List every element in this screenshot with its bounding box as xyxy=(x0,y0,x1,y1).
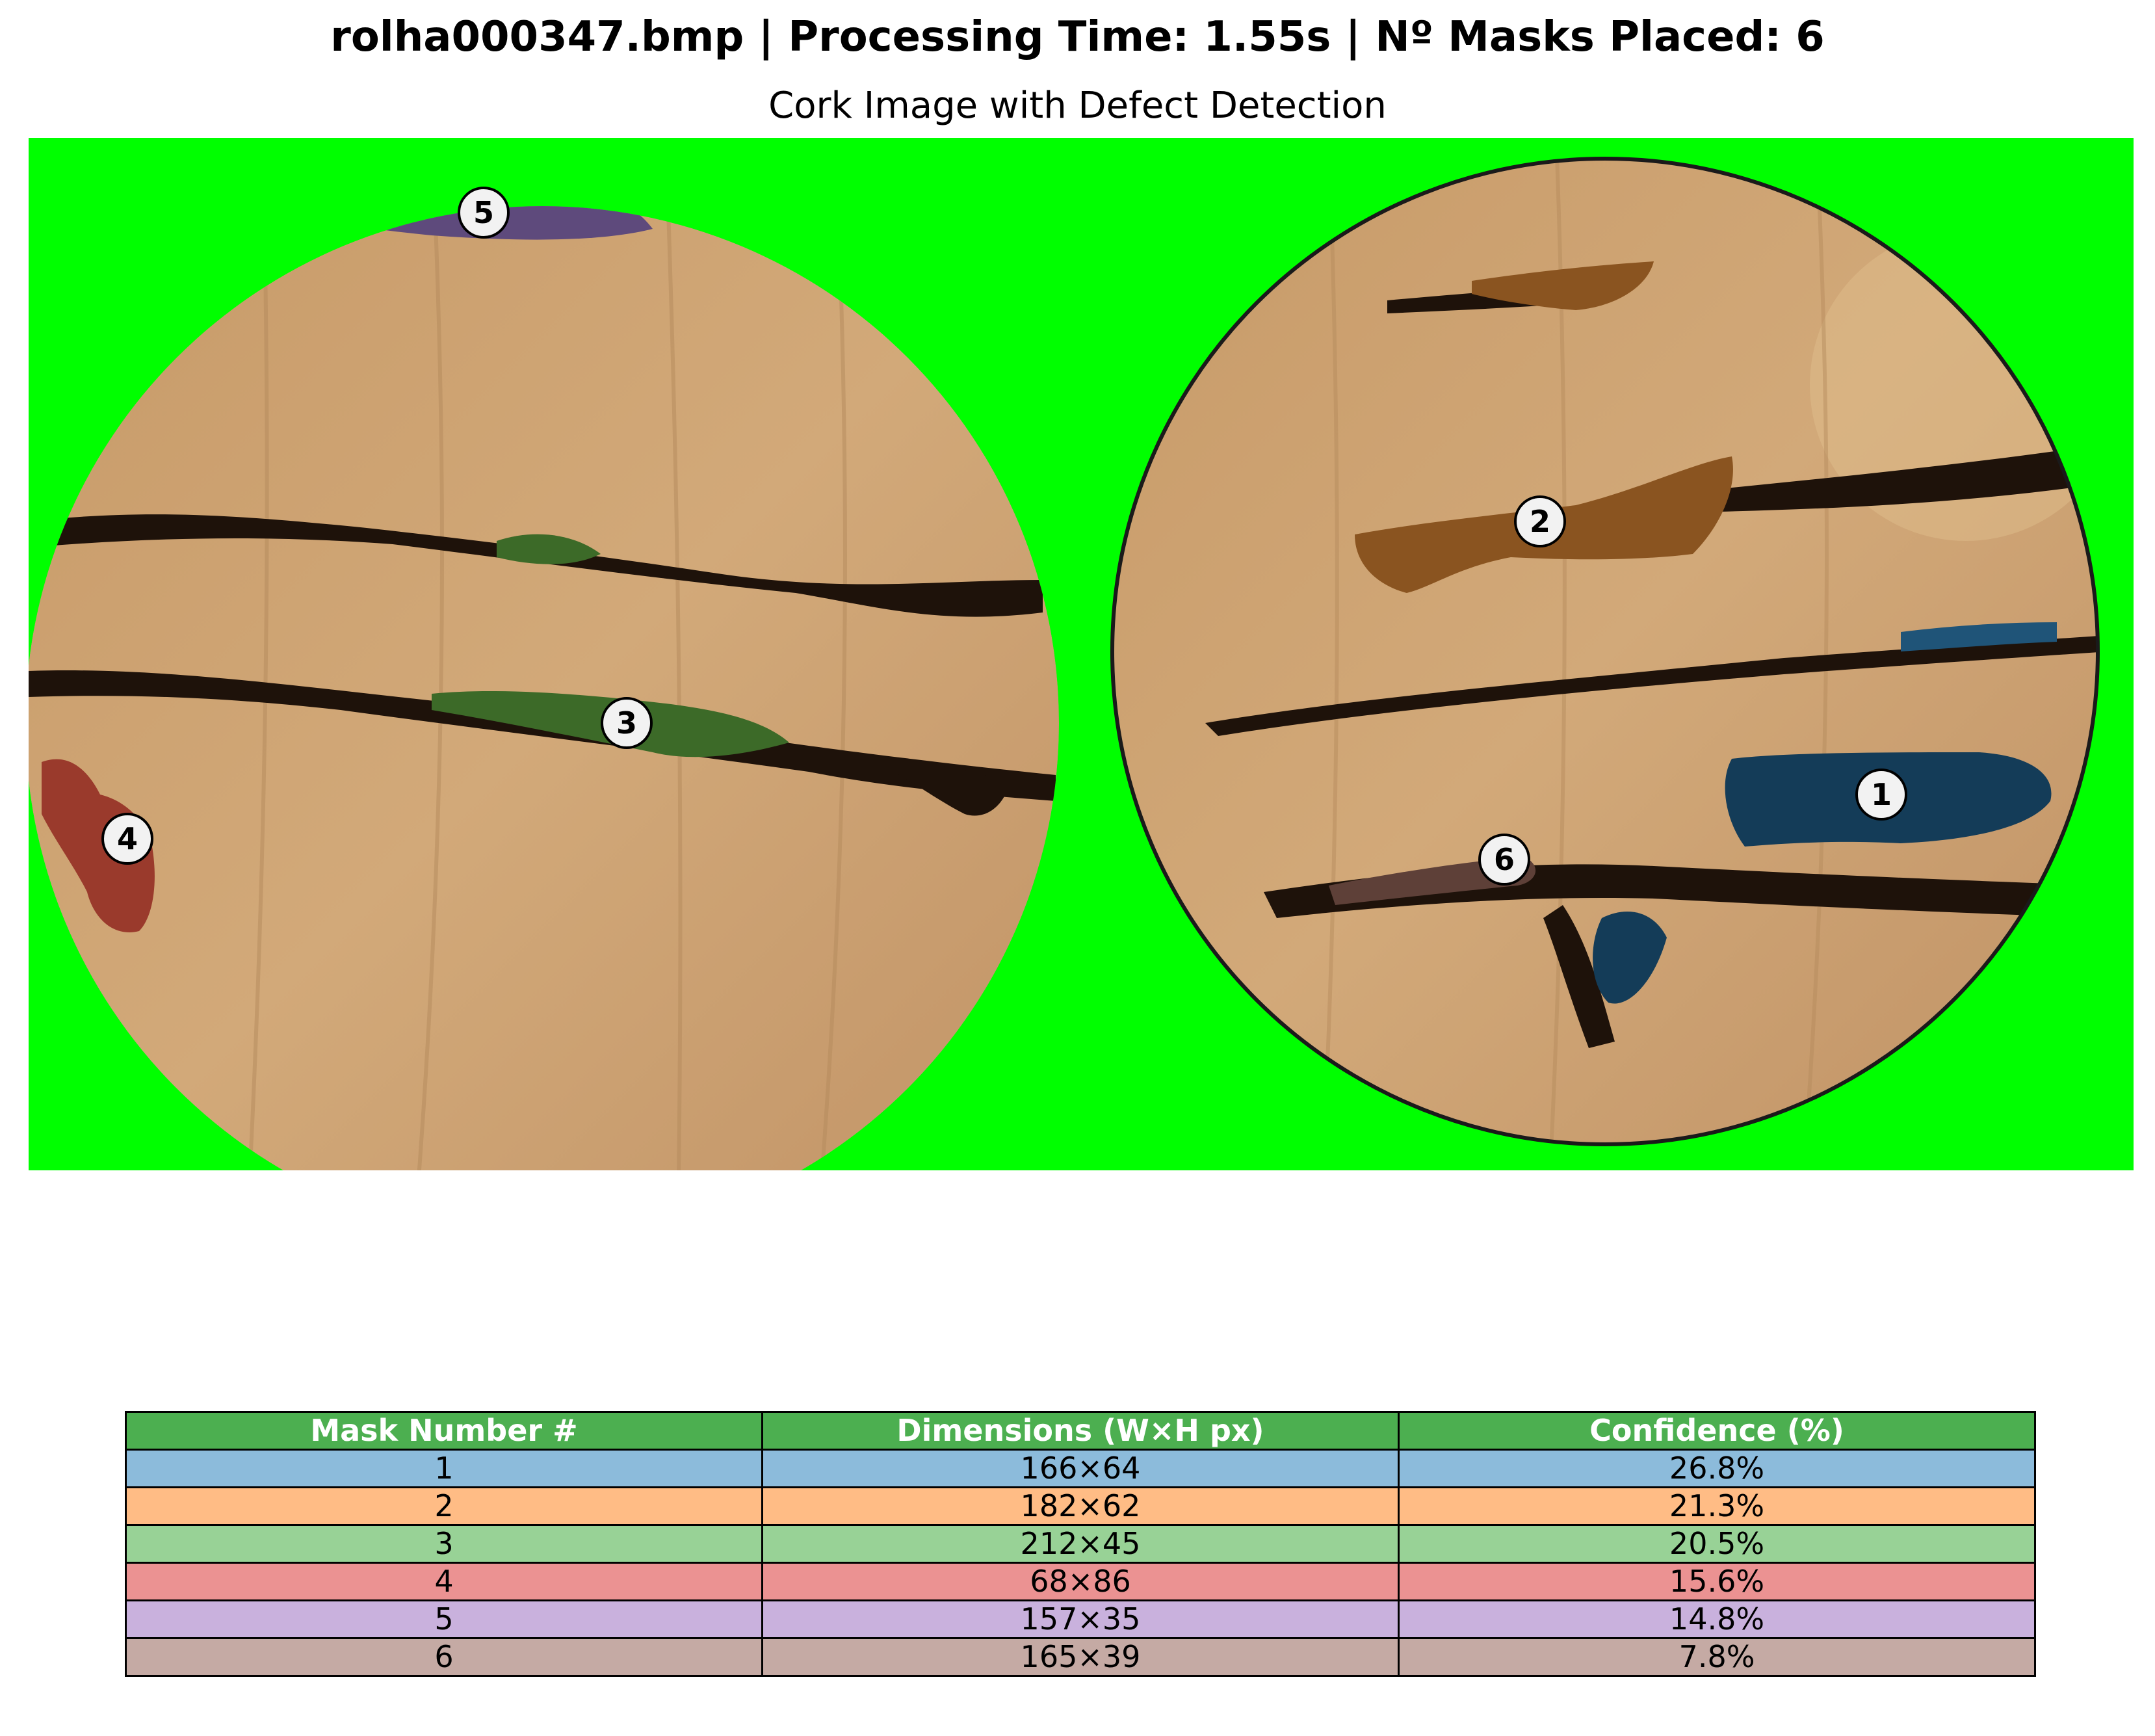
table-body: 1 166×64 26.8% 2 182×62 21.3% 3 212×45 20.5% 4 68×… xyxy=(125,1449,2036,1677)
defect-marker-label: 3 xyxy=(616,705,637,741)
crack xyxy=(29,670,1056,801)
defect-marker-label: 4 xyxy=(117,821,138,856)
table-cell: 157×35 xyxy=(761,1599,1400,1639)
defect-summary-table: Mask Number # Dimensions (W×H px) Confiden… xyxy=(125,1411,2036,1677)
defect-4-mask xyxy=(42,759,155,932)
table-cell: 15.6% xyxy=(1398,1562,2036,1601)
right-cork xyxy=(1112,159,2098,1144)
defect-marker-circle xyxy=(1478,834,1530,886)
table-row: 4 68×86 15.6% xyxy=(125,1562,2036,1601)
table-cell: 212×45 xyxy=(761,1524,1400,1564)
defect-marker-circle xyxy=(458,187,510,239)
table-row: 1 166×64 26.8% xyxy=(125,1449,2036,1488)
table-row: 2 182×62 21.3% xyxy=(125,1486,2036,1526)
table-cell: 6 xyxy=(125,1637,763,1677)
table-header-row: Mask Number # Dimensions (W×H px) Confiden… xyxy=(125,1411,2036,1451)
defect-1-mask xyxy=(1901,622,2057,651)
table-cell: 21.3% xyxy=(1398,1486,2036,1526)
defect-marker-label: 5 xyxy=(473,195,494,230)
table-cell: 5 xyxy=(125,1599,763,1639)
defect-marker-label: 6 xyxy=(1494,842,1515,877)
table-row: 5 157×35 14.8% xyxy=(125,1599,2036,1639)
defect-marker-circle xyxy=(1855,769,1907,821)
defect-2-mask xyxy=(1472,261,1654,310)
crack xyxy=(893,759,1010,816)
crack xyxy=(29,514,1043,617)
right-cork-rim xyxy=(1110,157,2100,1146)
table-row: 6 165×39 7.8% xyxy=(125,1637,2036,1677)
defect-marker-2: 2 xyxy=(1514,495,1566,547)
table-cell: 2 xyxy=(125,1486,763,1526)
defect-marker-layer: 1 2 3 4 5 6 xyxy=(101,187,1907,886)
table-cell: 4 xyxy=(125,1562,763,1601)
table-cell: 26.8% xyxy=(1398,1449,2036,1488)
cork-image: 1 2 3 4 5 6 xyxy=(29,138,2134,1170)
cork-image-panel: 1 2 3 4 5 6 xyxy=(29,138,2134,1170)
crack xyxy=(1719,443,2098,512)
table-cell: 7.8% xyxy=(1398,1637,2036,1677)
defect-marker-circle xyxy=(1514,495,1566,547)
defect-1-mask xyxy=(1593,912,1667,1004)
defect-marker-4: 4 xyxy=(101,813,153,865)
defect-marker-circle xyxy=(101,813,153,865)
crack xyxy=(1543,905,1615,1048)
table-cell: 182×62 xyxy=(761,1486,1400,1526)
table-cell: 1 xyxy=(125,1449,763,1488)
table-cell: 165×39 xyxy=(761,1637,1400,1677)
defect-3-mask xyxy=(497,534,601,564)
defect-marker-label: 1 xyxy=(1871,777,1892,812)
defect-marker-3: 3 xyxy=(601,697,653,749)
defect-marker-label: 2 xyxy=(1530,504,1550,539)
defect-marker-5: 5 xyxy=(458,187,510,239)
table-header-cell: Dimensions (W×H px) xyxy=(761,1411,1400,1451)
defect-marker-6: 6 xyxy=(1478,834,1530,886)
crack xyxy=(1205,635,2098,736)
table-cell: 166×64 xyxy=(761,1449,1400,1488)
table-cell: 68×86 xyxy=(761,1562,1400,1601)
defect-marker-circle xyxy=(601,697,653,749)
table-row: 3 212×45 20.5% xyxy=(125,1524,2036,1564)
table-cell: 3 xyxy=(125,1524,763,1564)
table-cell: 20.5% xyxy=(1398,1524,2036,1564)
defect-marker-1: 1 xyxy=(1855,769,1907,821)
image-subtitle: Cork Image with Defect Detection xyxy=(768,85,1387,127)
table-cell: 14.8% xyxy=(1398,1599,2036,1639)
page-title: rolha000347.bmp | Processing Time: 1.55s… xyxy=(330,13,1825,61)
table-header-cell: Confidence (%) xyxy=(1398,1411,2036,1451)
table-header-cell: Mask Number # xyxy=(125,1411,763,1451)
